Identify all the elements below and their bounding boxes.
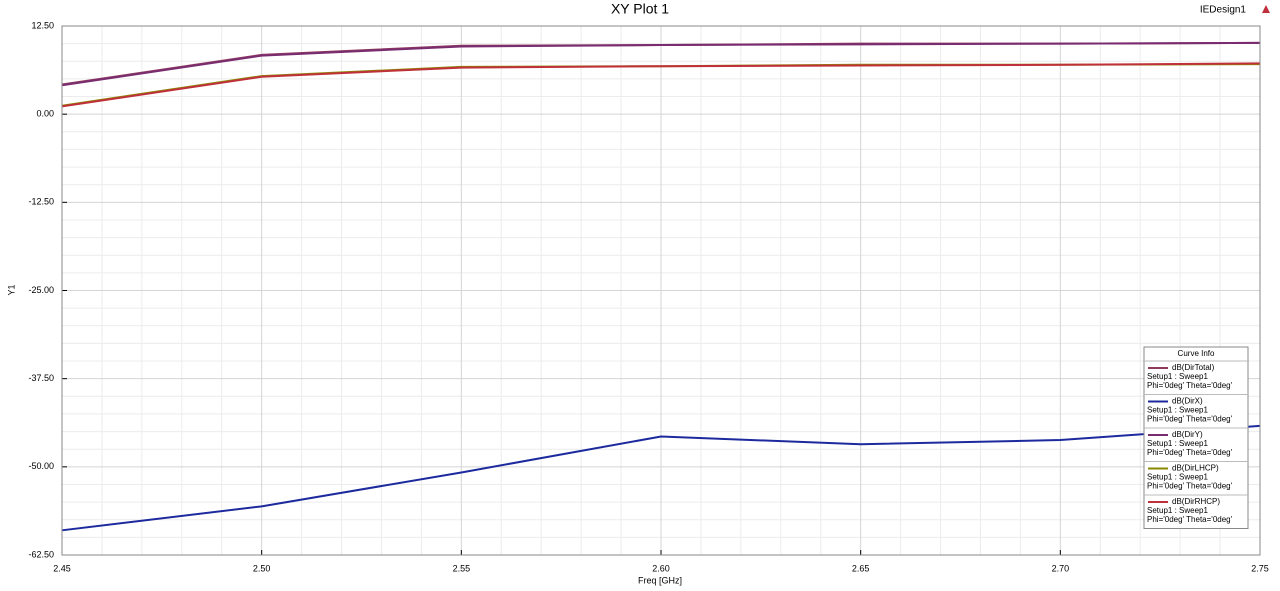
y-tick-label: -62.50	[28, 549, 54, 559]
y-tick-label: -25.00	[28, 285, 54, 295]
legend-variables: Phi='0deg' Theta='0deg'	[1147, 448, 1233, 457]
x-tick-label: 2.75	[1251, 563, 1269, 573]
plot-lines	[61, 41, 1261, 532]
y-tick-label: -50.00	[28, 461, 54, 471]
x-tick-label: 2.65	[852, 563, 870, 573]
legend-label: dB(DirX)	[1172, 397, 1203, 406]
legend-variables: Phi='0deg' Theta='0deg'	[1147, 482, 1233, 491]
legend-solution: Setup1 : Sweep1	[1147, 473, 1208, 482]
legend-label: dB(DirRHCP)	[1172, 497, 1220, 506]
legend-variables: Phi='0deg' Theta='0deg'	[1147, 415, 1233, 424]
legend-label: dB(DirTotal)	[1172, 363, 1215, 372]
x-tick-label: 2.60	[652, 563, 670, 573]
plot-frame	[61, 25, 1261, 556]
y-axis-label: Y1	[6, 284, 16, 295]
legend-solution: Setup1 : Sweep1	[1147, 506, 1208, 515]
legend-variables: Phi='0deg' Theta='0deg'	[1147, 515, 1233, 524]
legend-solution: Setup1 : Sweep1	[1147, 439, 1208, 448]
y-tick-label: 0.00	[36, 109, 54, 119]
legend-solution: Setup1 : Sweep1	[1147, 406, 1208, 415]
x-tick-label: 2.55	[453, 563, 471, 573]
design-icon	[1262, 5, 1270, 13]
series-line	[61, 424, 1261, 532]
x-axis-label: Freq [GHz]	[638, 575, 682, 585]
y-tick-label: -12.50	[28, 197, 54, 207]
legend-variables: Phi='0deg' Theta='0deg'	[1147, 381, 1233, 390]
y-tick-label: -37.50	[28, 373, 54, 383]
design-name: IEDesign1	[1200, 5, 1247, 16]
x-tick-label: 2.45	[53, 563, 71, 573]
x-tick-label: 2.70	[1052, 563, 1070, 573]
chart-title: XY Plot 1	[611, 1, 669, 17]
axes: -62.50 -50.00 -37.50 -25.00 -12.50 0.00 12.50 2…	[28, 20, 1268, 573]
legend-label: dB(DirY)	[1172, 430, 1203, 439]
grid	[61, 25, 1261, 556]
legend-title: Curve Info	[1178, 349, 1215, 358]
x-tick-label: 2.50	[253, 563, 271, 573]
legend-solution: Setup1 : Sweep1	[1147, 372, 1208, 381]
legend-box	[1143, 346, 1249, 529]
legend-label: dB(DirLHCP)	[1172, 464, 1219, 473]
series-line	[61, 62, 1261, 108]
y-tick-label: 12.50	[31, 20, 54, 30]
series-line	[61, 41, 1261, 87]
